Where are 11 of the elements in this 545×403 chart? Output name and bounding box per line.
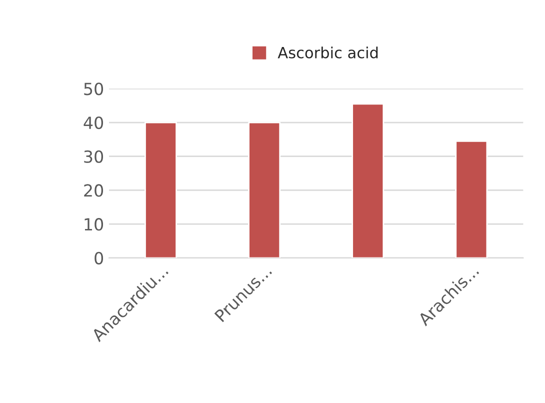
y-tick-label: 10 bbox=[84, 218, 104, 231]
y-tick-label: 40 bbox=[84, 116, 104, 130]
y-tick-label: 0 bbox=[94, 252, 104, 264]
y-tick-label: 50 bbox=[84, 82, 104, 96]
bar bbox=[455, 140, 488, 258]
bar bbox=[248, 122, 281, 258]
y-tick-label: 30 bbox=[84, 150, 104, 163]
y-tick-label: 20 bbox=[84, 184, 104, 197]
bar bbox=[352, 103, 384, 258]
bar bbox=[144, 122, 178, 258]
legend-label: Ascorbic acid bbox=[278, 46, 378, 58]
